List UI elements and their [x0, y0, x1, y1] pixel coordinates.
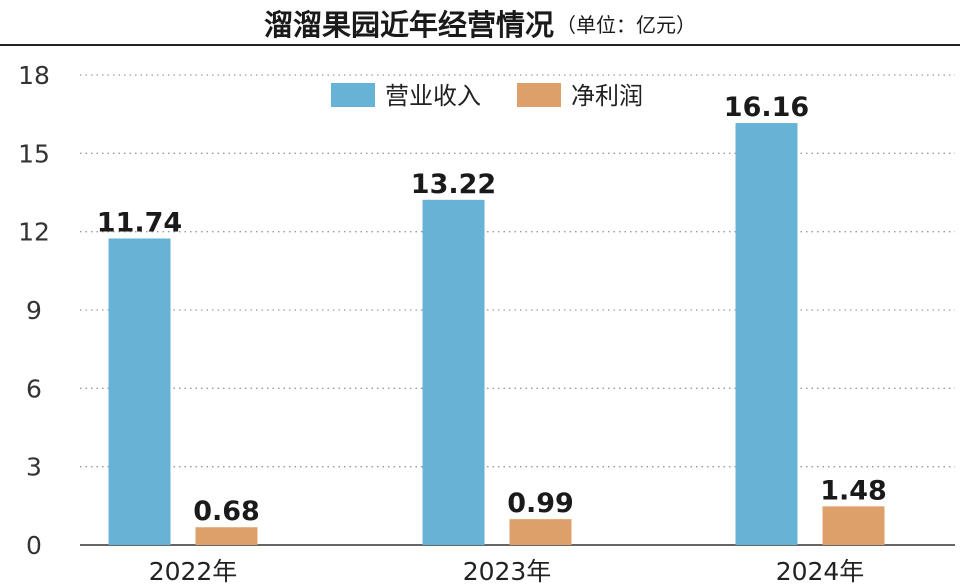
x-tick-label-2: 2024年 — [776, 557, 865, 584]
legend-label-1: 净利润 — [571, 82, 643, 110]
data-label-revenue-2: 16.16 — [724, 92, 809, 123]
data-label-revenue-0: 11.74 — [97, 207, 182, 238]
bar-revenue-0 — [108, 238, 171, 545]
y-tick-label-1: 3 — [26, 453, 42, 482]
y-tick-label-2: 6 — [26, 374, 42, 403]
data-label-revenue-1: 13.22 — [411, 169, 496, 200]
chart-subtitle: （单位：亿元） — [556, 12, 696, 37]
y-tick-label-0: 0 — [26, 531, 42, 560]
x-tick-label-1: 2023年 — [463, 557, 552, 584]
bar-revenue-1 — [422, 199, 485, 546]
chart-title-block: 溜溜果园近年经营情况 （单位：亿元） — [0, 2, 960, 42]
y-tick-label-6: 18 — [18, 61, 50, 90]
bar-profit-2 — [822, 506, 885, 545]
legend-swatch-0 — [331, 83, 375, 107]
y-tick-label-5: 15 — [18, 139, 50, 168]
x-tick-label-0: 2022年 — [149, 557, 238, 584]
bar-profit-0 — [195, 527, 258, 545]
bar-profit-1 — [509, 519, 572, 545]
data-label-profit-0: 0.68 — [193, 496, 260, 527]
data-label-profit-1: 0.99 — [507, 488, 574, 519]
y-tick-label-4: 12 — [18, 218, 50, 247]
chart-title: 溜溜果园近年经营情况 — [263, 8, 554, 42]
legend-swatch-1 — [517, 83, 561, 107]
bar-revenue-2 — [735, 123, 798, 546]
y-tick-label-3: 9 — [26, 296, 42, 325]
data-label-profit-2: 1.48 — [820, 475, 887, 506]
title-rule — [0, 44, 960, 46]
legend-label-0: 营业收入 — [385, 82, 481, 110]
